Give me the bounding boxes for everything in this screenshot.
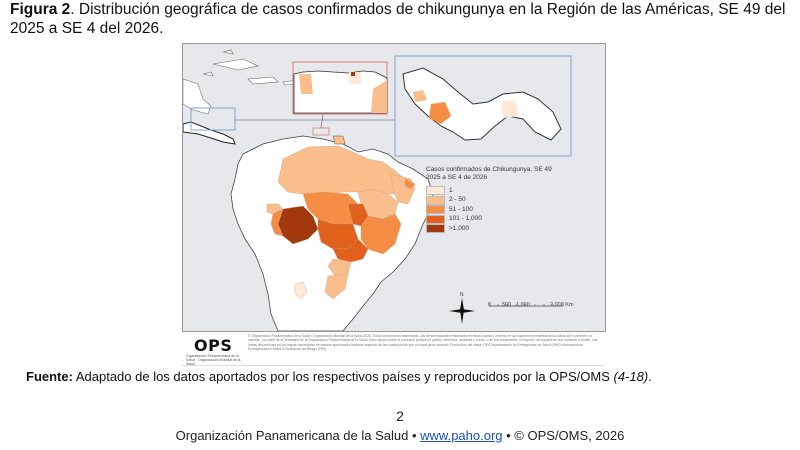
source-ref: (4-18) — [613, 369, 649, 384]
guianas-inset — [292, 61, 388, 115]
paho-link[interactable]: www.paho.org — [420, 428, 503, 443]
scale-bar: 0 500 1,000 2,000 Km — [488, 302, 574, 312]
americas-map — [183, 49, 572, 331]
map-legend: Casos confirmados de Chikungunya, SE 49 … — [426, 166, 566, 234]
scale-tick: 1,000 — [516, 302, 530, 308]
legend-item: 101 - 1,000 — [426, 214, 566, 225]
legend-label: 2 - 50 — [449, 196, 466, 204]
source-end: . — [648, 369, 652, 384]
footer-org: Organización Panamericana de la Salud • — [175, 428, 421, 443]
page-footer: Organización Panamericana de la Salud • … — [0, 428, 800, 443]
north-arrow-icon: N — [449, 292, 475, 324]
ops-logo-subtitle: Organización Panamericana de la Salud · … — [186, 354, 241, 366]
legend-swatch — [426, 186, 445, 196]
legend-label: 51 - 100 — [449, 205, 473, 213]
source-note: Fuente: Adaptado de los datos aportados … — [26, 369, 652, 384]
scale-tick: 0 — [488, 302, 492, 308]
footer-copyright: • © OPS/OMS, 2026 — [502, 428, 625, 443]
caribbean-islands — [202, 49, 302, 86]
source-text: Adaptado de los datos aportados por los … — [72, 369, 614, 384]
legend-item: 1 — [426, 186, 566, 196]
figure-label: Figura 2 — [10, 1, 71, 18]
ops-logo: OPS — [194, 336, 233, 355]
central-america-inset — [394, 55, 572, 157]
legend-swatch — [426, 214, 445, 224]
central-america-inset-locator — [190, 107, 236, 131]
divider — [182, 365, 604, 366]
legend-label: 1 — [449, 186, 453, 194]
source-label: Fuente: — [26, 369, 73, 384]
figure-caption-text: . Distribución geográfica de casos confi… — [10, 1, 786, 37]
legend-swatch — [426, 224, 445, 234]
figure-caption: Figura 2. Distribución geográfica de cas… — [10, 0, 790, 38]
svg-text:N: N — [460, 292, 464, 298]
brazil-states — [266, 145, 416, 300]
legend-swatch — [426, 205, 445, 215]
map-figure: Casos confirmados de Chikungunya, SE 49 … — [182, 43, 606, 332]
legend-item: >1,000 — [426, 224, 566, 234]
legend-item: 51 - 100 — [426, 205, 566, 215]
legend-swatch — [426, 195, 445, 205]
scale-bar-line — [488, 303, 564, 307]
legend-label: >1,000 — [449, 224, 470, 232]
scale-tick: 2,000 Km — [550, 302, 574, 308]
guianas-inset-locator — [312, 127, 330, 136]
map-credits: OPS Organización Panamericana de la Salu… — [182, 332, 604, 366]
scale-tick: 500 — [502, 302, 512, 308]
legend-title: Casos confirmados de Chikungunya, SE 49 … — [426, 166, 552, 181]
legend-label: 101 - 1,000 — [449, 215, 482, 223]
map-disclaimer: © Organización Panamericana de la Salud … — [248, 334, 598, 352]
legend-item: 2 - 50 — [426, 195, 566, 206]
page-number: 2 — [396, 408, 404, 424]
